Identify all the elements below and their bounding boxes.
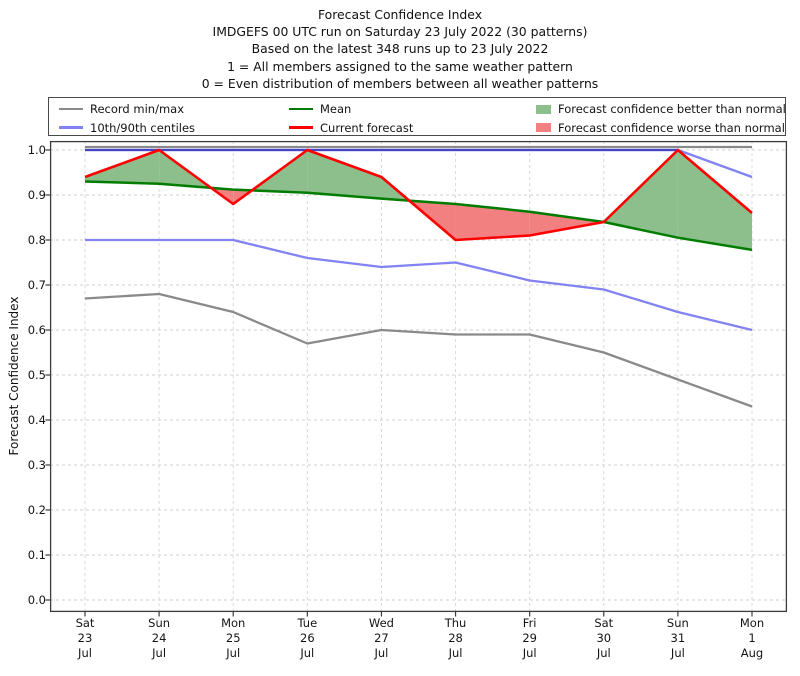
chart-note-zero: 0 = Even distribution of members between… <box>201 75 599 91</box>
legend-label: Current forecast <box>320 120 414 135</box>
legend-line-swatch-red <box>289 126 313 129</box>
line-mean <box>84 180 753 252</box>
line-record-min <box>84 292 753 408</box>
x-tick-label: Sat 30 Jul <box>594 616 614 660</box>
x-tick-label: Thu 28 Jul <box>444 616 467 660</box>
legend-item-mean: Mean <box>289 101 413 118</box>
y-tick-label: 0.5 <box>27 368 46 382</box>
legend-patch-swatch-green <box>536 104 551 114</box>
legend-item-worse-than-normal: Forecast confidence worse than normal <box>536 119 786 136</box>
chart-note-one: 1 = All members assigned to the same wea… <box>227 58 573 74</box>
legend-column-1: Record min/max 10th/90th centiles <box>59 99 195 135</box>
legend-line-swatch-green <box>289 107 313 111</box>
x-tick-label: Mon 1 Aug <box>739 616 765 660</box>
line-10th-centile <box>85 238 753 332</box>
legend-item-record-minmax: Record min/max <box>59 101 195 118</box>
y-tick-label: 0.8 <box>27 233 46 247</box>
line-current-forecast <box>84 148 753 242</box>
legend: Record min/max 10th/90th centiles Mean C… <box>48 97 786 136</box>
y-tick-label: 0.1 <box>27 548 46 562</box>
legend-line-swatch-blue <box>59 126 83 129</box>
legend-label: Forecast confidence better than normal <box>558 102 786 116</box>
legend-label: 10th/90th centiles <box>90 120 196 135</box>
x-tick-label: Wed 27 Jul <box>368 616 394 660</box>
chart-subtitle-run: IMDGEFS 00 UTC run on Saturday 23 July 2… <box>212 24 588 40</box>
y-tick-label: 0.6 <box>27 323 46 337</box>
chart-plot-area <box>45 140 788 617</box>
y-tick-label: 0.2 <box>27 503 46 517</box>
legend-item-better-than-normal: Forecast confidence better than normal <box>536 101 786 118</box>
x-tick-label: Sun 24 Jul <box>148 616 171 660</box>
legend-label: Mean <box>320 102 352 116</box>
fill-better-than-normal <box>85 150 160 184</box>
x-tick-label: Mon 25 Jul <box>221 616 246 660</box>
legend-line-swatch-gray <box>59 107 83 111</box>
y-tick-label: 0.0 <box>27 593 46 607</box>
chart-title: Forecast Confidence Index <box>317 7 483 22</box>
legend-item-centiles: 10th/90th centiles <box>59 119 195 136</box>
y-tick-label: 0.7 <box>27 278 46 292</box>
title-block: Forecast Confidence Index IMDGEFS 00 UTC… <box>0 6 800 92</box>
legend-label: Forecast confidence worse than normal <box>558 120 785 135</box>
fill-better-than-normal <box>677 150 752 250</box>
x-tick-label: Sun 31 Jul <box>666 616 689 660</box>
y-tick-label: 0.9 <box>27 188 46 202</box>
chart-subtitle-based: Based on the latest 348 runs up to 23 Ju… <box>251 41 549 57</box>
legend-label: Record min/max <box>90 102 185 116</box>
y-tick-label: 1.0 <box>27 143 46 157</box>
legend-patch-swatch-red <box>536 123 551 132</box>
y-tick-label: 0.3 <box>27 458 46 472</box>
fill-better-than-normal <box>603 150 678 238</box>
x-tick-label: Fri 29 Jul <box>522 616 537 660</box>
legend-column-2: Mean Current forecast <box>289 99 413 135</box>
legend-column-3: Forecast confidence better than normal F… <box>536 99 786 135</box>
fill-worse-than-normal <box>455 204 530 240</box>
legend-item-current-forecast: Current forecast <box>289 119 413 136</box>
y-tick-label: 0.4 <box>27 413 46 427</box>
chart-svg <box>45 140 788 617</box>
plot-frame <box>49 140 788 613</box>
x-tick-label: Tue 26 Jul <box>297 616 318 660</box>
fill-better-than-normal <box>307 150 382 199</box>
fill-worse-than-normal <box>529 211 604 236</box>
x-tick-label: Sat 23 Jul <box>75 616 95 660</box>
